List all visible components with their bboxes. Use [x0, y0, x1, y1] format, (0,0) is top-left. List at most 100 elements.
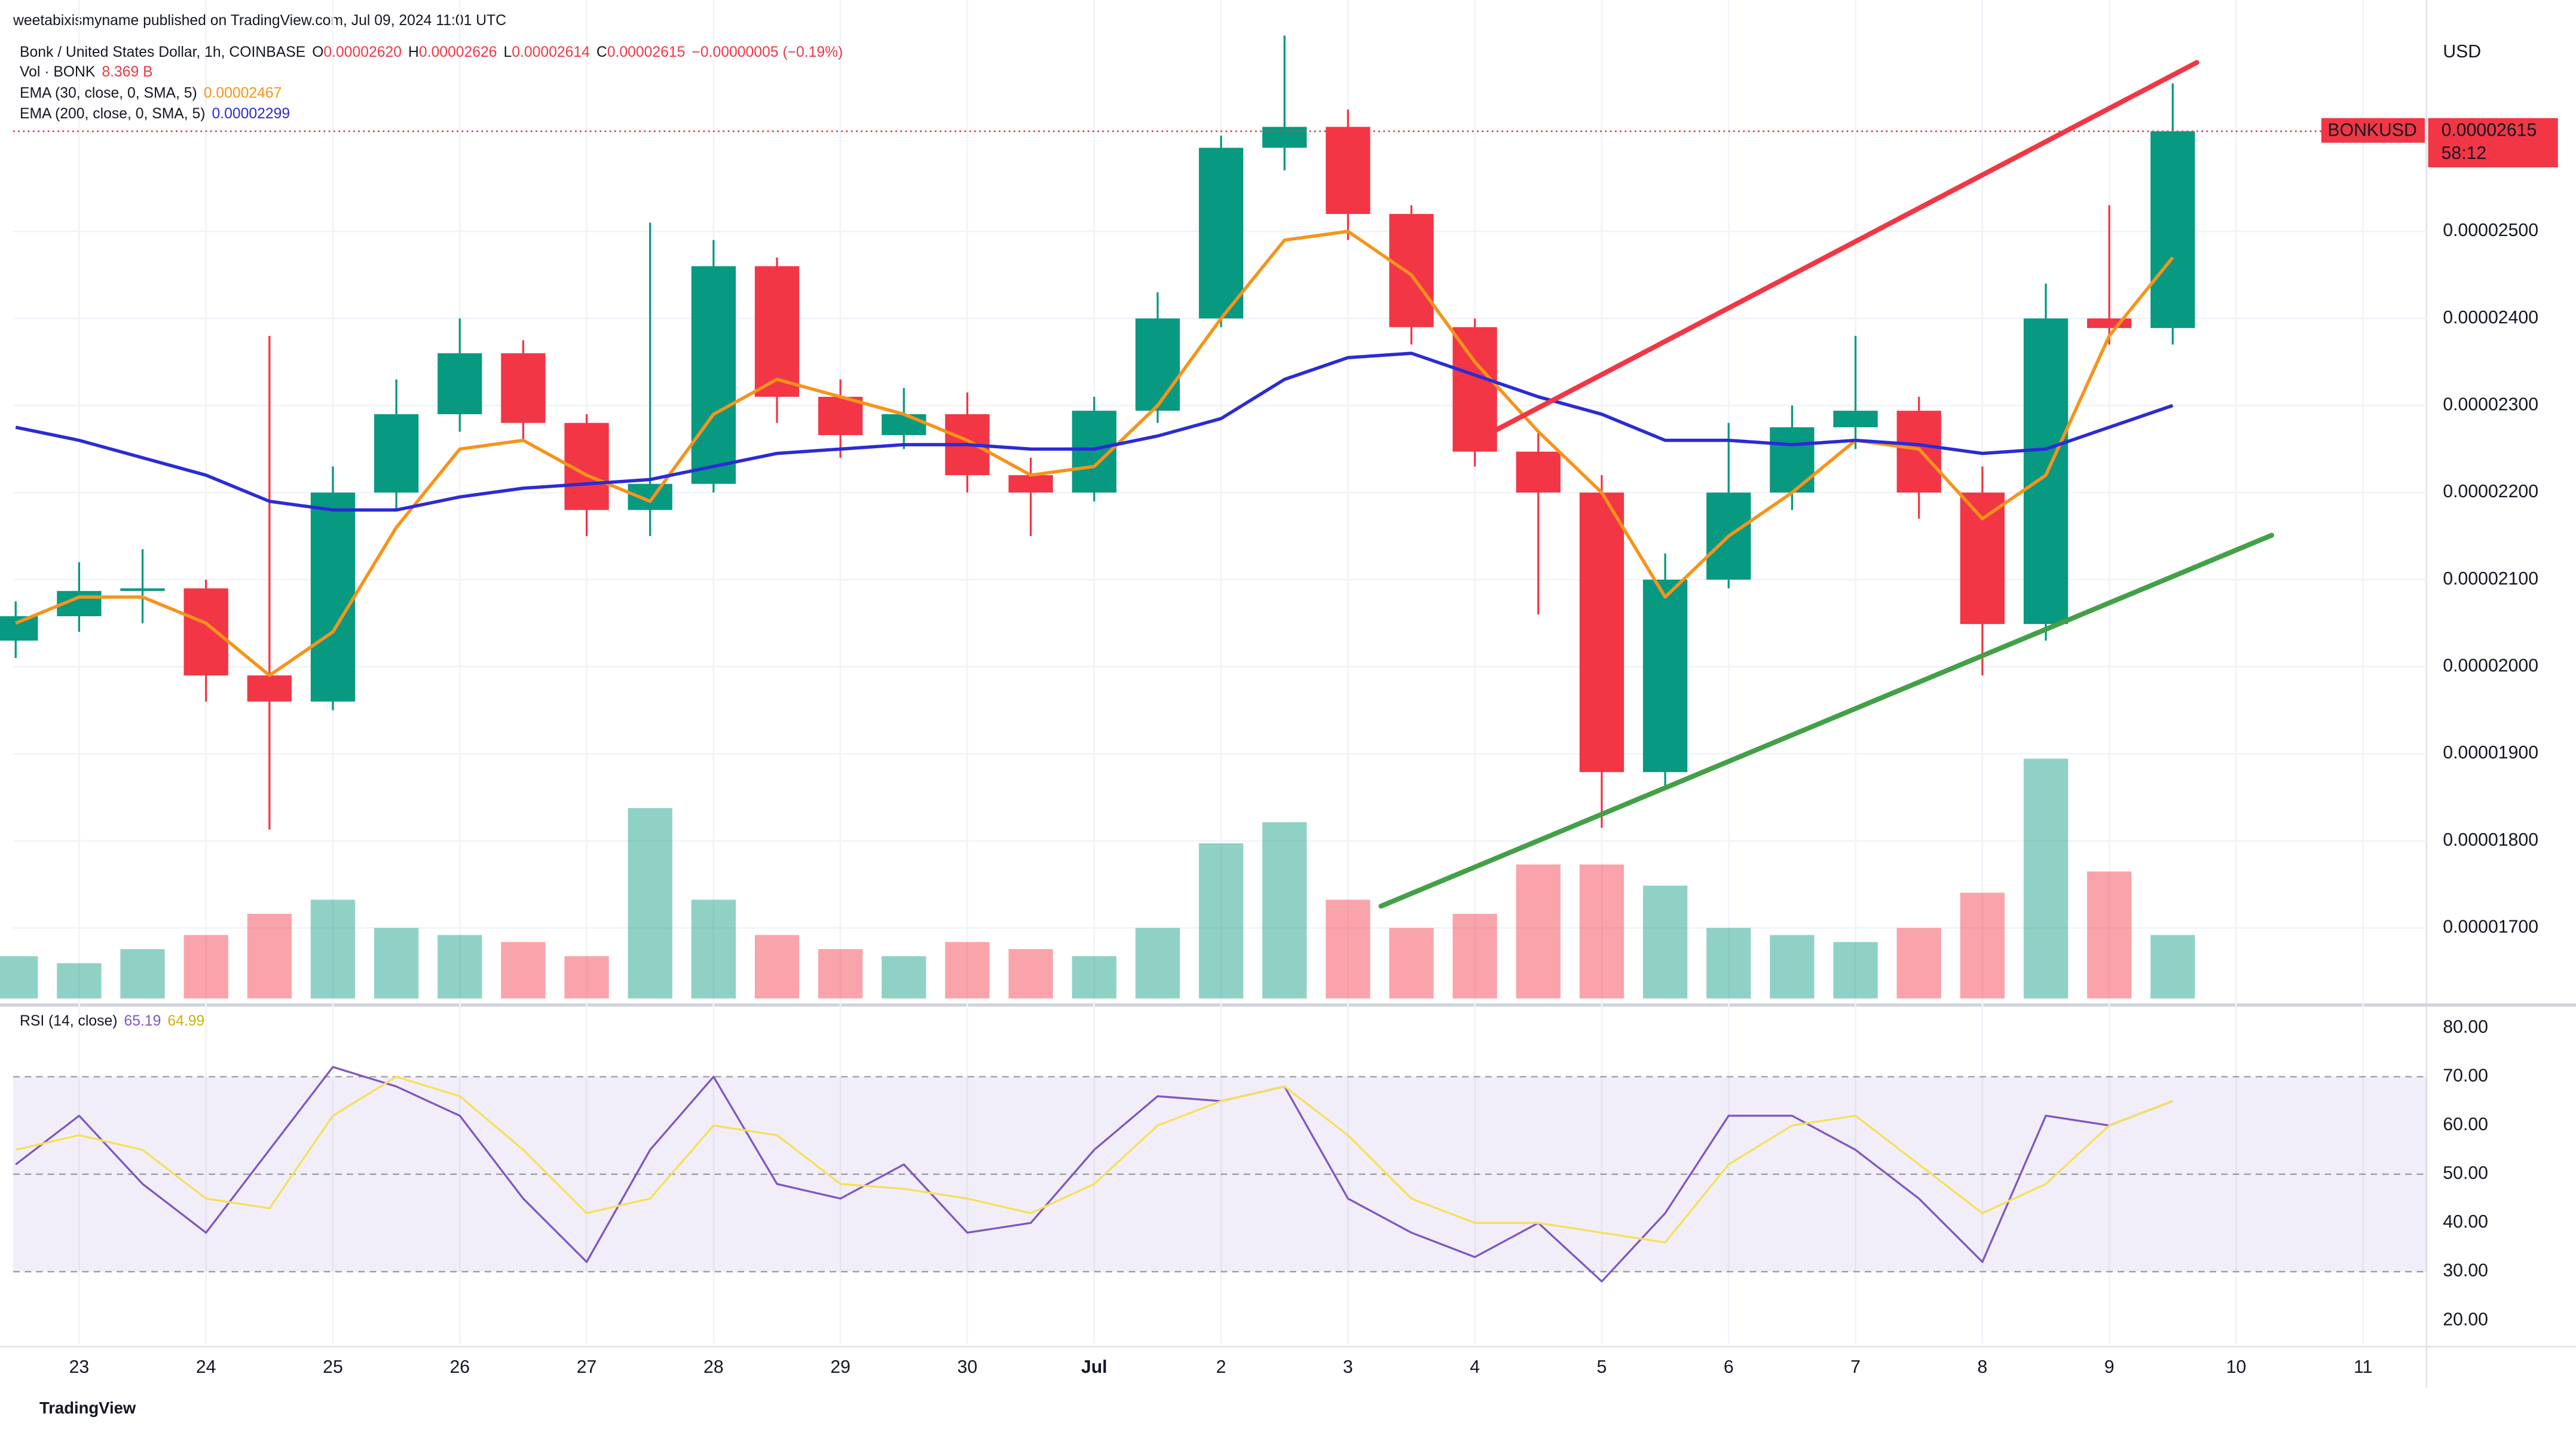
volume-bar [818, 949, 863, 999]
rsi-tick-label: 60.00 [2443, 1115, 2488, 1134]
volume-bar [1642, 885, 1688, 999]
candle-body [1960, 492, 2005, 625]
ohlc-key: H [408, 44, 419, 60]
candle-body [1516, 451, 1561, 493]
rsi-tick-label: 50.00 [2443, 1164, 2488, 1183]
candle-body [1135, 318, 1180, 411]
ema-line [15, 230, 2174, 677]
x-tick-label: 25 [323, 1357, 343, 1377]
symbol-label: BONKUSD [2327, 121, 2416, 140]
author-line: weetabixismyname published on TradingVie… [13, 13, 506, 29]
currency-label[interactable]: USD [2443, 42, 2481, 62]
volume-bar [2023, 758, 2069, 999]
volume-bar [57, 963, 102, 999]
rsi-tick-label: 40.00 [2443, 1212, 2488, 1232]
x-tick-label: 24 [196, 1357, 216, 1377]
indicator-name: EMA (30, close, 0, SMA, 5) [20, 85, 197, 101]
y-tick-label: 0.00001800 [2443, 830, 2538, 850]
x-tick-label: 27 [577, 1357, 597, 1377]
candle-body [438, 353, 482, 415]
volume-bar [1008, 949, 1053, 999]
candle-body [247, 675, 292, 702]
candle-body [1326, 127, 1370, 214]
volume-bar [1326, 899, 1370, 999]
x-tick-label: 29 [830, 1357, 850, 1377]
ohlc-value: 0.00002615 [607, 44, 686, 60]
rsi-line [15, 1066, 2173, 1283]
rsi-tick-label: 70.00 [2443, 1066, 2488, 1086]
volume-bar [438, 935, 482, 999]
indicator-name: EMA (200, close, 0, SMA, 5) [20, 105, 206, 121]
candle-body [628, 484, 672, 510]
legend-row: Vol · BONK 8.369 B [20, 63, 153, 79]
x-tick-label: 9 [2104, 1357, 2115, 1377]
x-tick-label: 11 [2354, 1357, 2372, 1377]
y-tick-label: 0.00002000 [2443, 656, 2538, 676]
legend-row: EMA (200, close, 0, SMA, 5) 0.00002299 [20, 105, 290, 121]
candle-body [1262, 127, 1307, 148]
candle-body [0, 616, 38, 641]
volume-bar [1833, 942, 1878, 999]
candle-body [310, 492, 356, 702]
ohlc-value: 0.00002626 [419, 44, 497, 60]
x-tick-label: 8 [1977, 1357, 1987, 1377]
x-tick-label: 30 [957, 1357, 978, 1377]
y-tick-label: 0.00001700 [2443, 917, 2538, 937]
y-tick-label: 0.00002400 [2443, 308, 2538, 328]
brand: TradingView [39, 1399, 136, 1417]
candle-body [2087, 318, 2132, 328]
indicator-value: 65.19 [124, 1013, 161, 1029]
volume-bar [247, 914, 292, 999]
legend-title: Bonk / United States Dollar, 1h, COINBAS… [20, 44, 843, 60]
volume-bar [1896, 928, 1941, 999]
volume-bar [183, 935, 228, 999]
rsi-tick-label: 30.00 [2443, 1261, 2488, 1281]
candle-body [1642, 579, 1688, 772]
volume-bar [1389, 928, 1434, 999]
y-tick-label: 0.00001900 [2443, 743, 2538, 763]
candle-body [754, 266, 800, 397]
volume-bar [1579, 864, 1624, 999]
volume-bar [374, 928, 419, 999]
volume-bar [628, 808, 672, 999]
volume-bar [1516, 864, 1561, 999]
x-tick-label: 10 [2226, 1357, 2247, 1377]
symbol-title: Bonk / United States Dollar, 1h, COINBAS… [20, 44, 305, 60]
indicator-name: Vol · BONK [20, 63, 96, 79]
volume-bar [120, 949, 165, 999]
price-tag-label: 0.00002615 [2442, 121, 2537, 140]
x-tick-label: 23 [69, 1357, 90, 1377]
x-tick-label: 7 [1850, 1357, 1861, 1377]
trendline [1462, 60, 2199, 449]
x-tick-label: 5 [1597, 1357, 1607, 1377]
x-tick-label: 6 [1724, 1357, 1734, 1377]
x-tick-label: 26 [449, 1357, 470, 1377]
candle-body [1579, 492, 1624, 772]
ohlc-value: 0.00002620 [323, 44, 402, 60]
indicator-name: RSI (14, close) [20, 1013, 118, 1029]
volume-bar [1135, 928, 1180, 999]
volume-bar [1072, 956, 1116, 999]
candle-body [1770, 427, 1815, 493]
candle-body [501, 353, 546, 423]
y-tick-label: 0.00002300 [2443, 394, 2538, 414]
y-tick-label: 0.00002100 [2443, 569, 2538, 589]
x-tick-label: 3 [1343, 1357, 1353, 1377]
x-tick-label: 28 [703, 1357, 724, 1377]
volume-bar [2087, 871, 2132, 999]
change-value: −0.00000005 (−0.19%) [692, 44, 843, 60]
volume-bar [564, 956, 609, 999]
volume-bar [310, 899, 356, 999]
countdown: 58:12 [2442, 143, 2487, 163]
rsi-legend: RSI (14, close) 65.19 64.99 [20, 1013, 204, 1029]
indicator-value: 0.00002467 [204, 85, 282, 101]
indicator-value: 8.369 B [102, 63, 152, 79]
volume-bar [691, 899, 736, 999]
candle-body [120, 588, 165, 591]
rsi-line [15, 1075, 2173, 1244]
price-tag [2428, 118, 2558, 168]
candle-body [2150, 131, 2195, 328]
legend-row: EMA (30, close, 0, SMA, 5) 0.00002467 [20, 85, 282, 101]
volume-bar [1960, 892, 2005, 999]
